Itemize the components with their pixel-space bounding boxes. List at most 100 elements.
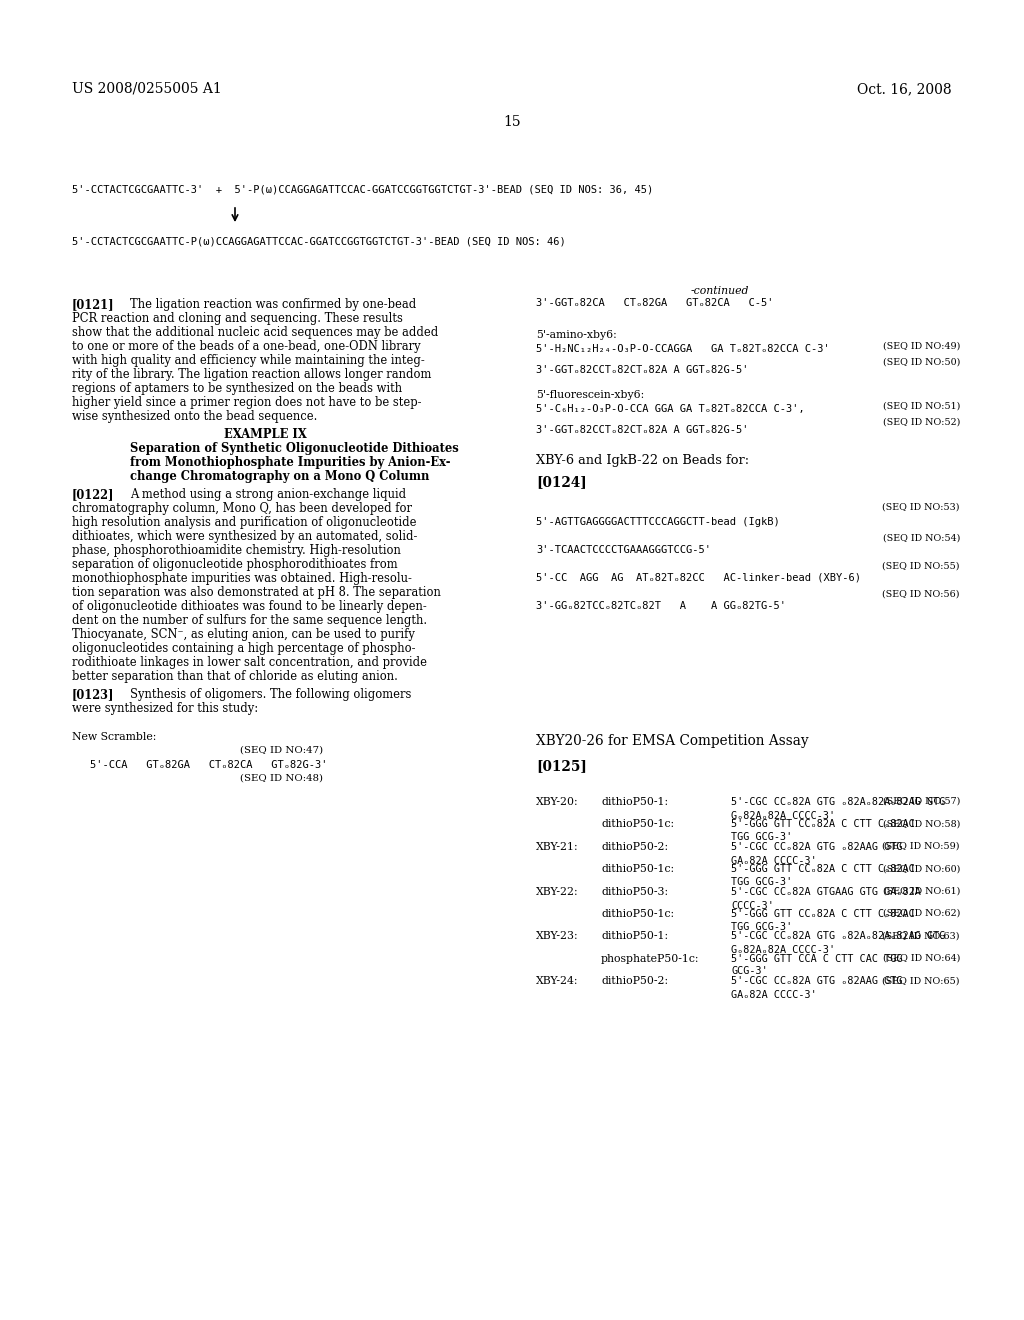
Text: 5'-CGC CCₒ82A GTG ₒ82AAG GTG: 5'-CGC CCₒ82A GTG ₒ82AAG GTG [731,977,902,986]
Text: dent on the number of sulfurs for the same sequence length.: dent on the number of sulfurs for the sa… [72,614,427,627]
Text: TGG GCG-3': TGG GCG-3' [731,921,793,932]
Text: dithioP50-1:: dithioP50-1: [601,932,668,941]
Text: [0122]: [0122] [72,488,115,502]
Text: XBY-21:: XBY-21: [536,842,579,851]
Text: Synthesis of oligomers. The following oligomers: Synthesis of oligomers. The following ol… [130,688,412,701]
Text: 5'-GGG GTT CCₒ82A C CTT Cₒ82AC: 5'-GGG GTT CCₒ82A C CTT Cₒ82AC [731,909,914,919]
Text: [0121]: [0121] [72,298,115,312]
Text: change Chromatography on a Mono Q Column: change Chromatography on a Mono Q Column [130,470,429,483]
Text: [0124]: [0124] [536,475,587,488]
Text: 5'-CGC CCₒ82A GTG ₒ82Aₒ82Aₒ82AG GTG: 5'-CGC CCₒ82A GTG ₒ82Aₒ82Aₒ82AG GTG [731,797,945,807]
Text: oligonucleotides containing a high percentage of phospho-: oligonucleotides containing a high perce… [72,642,416,655]
Text: dithioP50-1c:: dithioP50-1c: [601,820,674,829]
Text: (SEQ ID NO:48): (SEQ ID NO:48) [240,774,323,783]
Text: (SEQ ID NO:51): (SEQ ID NO:51) [883,401,961,411]
Text: Gₒ82Aₒ82A CCCC-3': Gₒ82Aₒ82A CCCC-3' [731,945,836,956]
Text: 5'-GGG GTT CCₒ82A C CTT Cₒ82AC: 5'-GGG GTT CCₒ82A C CTT Cₒ82AC [731,820,914,829]
Text: dithioP50-1c:: dithioP50-1c: [601,865,674,874]
Text: better separation than that of chloride as eluting anion.: better separation than that of chloride … [72,671,398,682]
Text: 5'-amino-xby6:: 5'-amino-xby6: [536,330,616,341]
Text: rodithioate linkages in lower salt concentration, and provide: rodithioate linkages in lower salt conce… [72,656,427,669]
Text: chromatography column, Mono Q, has been developed for: chromatography column, Mono Q, has been … [72,502,412,515]
Text: 3'-GGTₒ82CCTₒ82CTₒ82A A GGTₒ82G-5': 3'-GGTₒ82CCTₒ82CTₒ82A A GGTₒ82G-5' [536,366,749,375]
Text: rity of the library. The ligation reaction allows longer random: rity of the library. The ligation reacti… [72,368,431,381]
Text: (SEQ ID NO:58): (SEQ ID NO:58) [883,820,961,829]
Text: (SEQ ID NO:47): (SEQ ID NO:47) [240,746,324,755]
Text: 5'-CCTACTCGCGAATTC-P(ω)CCAGGAGATTCCAC-GGATCCGGTGGTCTGT-3'-BEAD (SEQ ID NOS: 46): 5'-CCTACTCGCGAATTC-P(ω)CCAGGAGATTCCAC-GG… [72,238,565,247]
Text: (SEQ ID NO:65): (SEQ ID NO:65) [883,977,961,985]
Text: Oct. 16, 2008: Oct. 16, 2008 [857,82,952,96]
Text: Thiocyanate, SCN⁻, as eluting anion, can be used to purify: Thiocyanate, SCN⁻, as eluting anion, can… [72,628,415,642]
Text: 5'-AGTTGAGGGGACTTTCCCAGGCTT-bead (IgkB): 5'-AGTTGAGGGGACTTTCCCAGGCTT-bead (IgkB) [536,517,779,527]
Text: (SEQ ID NO:63): (SEQ ID NO:63) [883,932,961,940]
Text: -continued: -continued [691,286,750,296]
Text: dithioP50-1c:: dithioP50-1c: [601,909,674,919]
Text: 3'-TCAACTCCCCTGAAAGGGTCCG-5': 3'-TCAACTCCCCTGAAAGGGTCCG-5' [536,545,711,554]
Text: 5'-GGG GTT CCA C CTT CAC TGG: 5'-GGG GTT CCA C CTT CAC TGG [731,954,902,964]
Text: show that the additional nucleic acid sequences may be added: show that the additional nucleic acid se… [72,326,438,339]
Text: of oligonucleotide dithioates was found to be linearly depen-: of oligonucleotide dithioates was found … [72,601,427,612]
Text: 5'-C₆H₁₂-O₃P-O-CCA GGA GA Tₒ82Tₒ82CCA C-3',: 5'-C₆H₁₂-O₃P-O-CCA GGA GA Tₒ82Tₒ82CCA C-… [536,404,805,414]
Text: regions of aptamers to be synthesized on the beads with: regions of aptamers to be synthesized on… [72,381,402,395]
Text: dithioP50-2:: dithioP50-2: [601,842,668,851]
Text: 5'-CGC CCₒ82A GTGAAG GTG GAₒ82A: 5'-CGC CCₒ82A GTGAAG GTG GAₒ82A [731,887,921,896]
Text: 5'-GGG GTT CCₒ82A C CTT Cₒ82AC: 5'-GGG GTT CCₒ82A C CTT Cₒ82AC [731,865,914,874]
Text: to one or more of the beads of a one-bead, one-ODN library: to one or more of the beads of a one-bea… [72,341,421,352]
Text: New Scramble:: New Scramble: [72,733,157,742]
Text: 15: 15 [503,115,521,129]
Text: phase, phosphorothioamidite chemistry. High-resolution: phase, phosphorothioamidite chemistry. H… [72,544,400,557]
Text: PCR reaction and cloning and sequencing. These results: PCR reaction and cloning and sequencing.… [72,312,402,325]
Text: XBY-6 and IgkB-22 on Beads for:: XBY-6 and IgkB-22 on Beads for: [536,454,750,467]
Text: (SEQ ID NO:53): (SEQ ID NO:53) [883,503,961,512]
Text: XBY-20:: XBY-20: [536,797,579,807]
Text: dithioates, which were synthesized by an automated, solid-: dithioates, which were synthesized by an… [72,531,418,543]
Text: US 2008/0255005 A1: US 2008/0255005 A1 [72,82,222,96]
Text: GAₒ82A CCCC-3': GAₒ82A CCCC-3' [731,990,817,1001]
Text: (SEQ ID NO:52): (SEQ ID NO:52) [883,418,961,426]
Text: wise synthesized onto the bead sequence.: wise synthesized onto the bead sequence. [72,411,317,422]
Text: from Monothiophosphate Impurities by Anion-Ex-: from Monothiophosphate Impurities by Ani… [130,455,451,469]
Text: (SEQ ID NO:59): (SEQ ID NO:59) [883,842,961,851]
Text: 3'-GGTₒ82CCTₒ82CTₒ82A A GGTₒ82G-5': 3'-GGTₒ82CCTₒ82CTₒ82A A GGTₒ82G-5' [536,425,749,436]
Text: XBY-24:: XBY-24: [536,977,579,986]
Text: EXAMPLE IX: EXAMPLE IX [223,428,306,441]
Text: dithioP50-3:: dithioP50-3: [601,887,668,896]
Text: 5'-H₂NC₁₂H₂₄-O₃P-O-CCAGGA   GA Tₒ82Tₒ82CCA C-3': 5'-H₂NC₁₂H₂₄-O₃P-O-CCAGGA GA Tₒ82Tₒ82CCA… [536,345,829,354]
Text: higher yield since a primer region does not have to be step-: higher yield since a primer region does … [72,396,422,409]
Text: Gₒ82Aₒ82A CCCC-3': Gₒ82Aₒ82A CCCC-3' [731,810,836,821]
Text: (SEQ ID NO:55): (SEQ ID NO:55) [883,562,961,570]
Text: Separation of Synthetic Oligonucleotide Dithioates: Separation of Synthetic Oligonucleotide … [130,442,459,455]
Text: (SEQ ID NO:56): (SEQ ID NO:56) [883,590,961,599]
Text: 3'-GGₒ82TCCₒ82TCₒ82T   A    A GGₒ82TG-5': 3'-GGₒ82TCCₒ82TCₒ82T A A GGₒ82TG-5' [536,601,786,611]
Text: (SEQ ID NO:62): (SEQ ID NO:62) [883,909,961,917]
Text: were synthesized for this study:: were synthesized for this study: [72,702,258,715]
Text: CCCC-3': CCCC-3' [731,900,774,911]
Text: with high quality and efficiency while maintaining the integ-: with high quality and efficiency while m… [72,354,425,367]
Text: (SEQ ID NO:60): (SEQ ID NO:60) [883,865,961,874]
Text: A method using a strong anion-exchange liquid: A method using a strong anion-exchange l… [130,488,407,502]
Text: (SEQ ID NO:50): (SEQ ID NO:50) [883,358,961,367]
Text: 5'-CCTACTCGCGAATTC-3'  +  5'-P(ω)CCAGGAGATTCCAC-GGATCCGGTGGTCTGT-3'-BEAD (SEQ ID: 5'-CCTACTCGCGAATTC-3' + 5'-P(ω)CCAGGAGAT… [72,185,653,195]
Text: GCG-3': GCG-3' [731,966,768,977]
Text: XBY-23:: XBY-23: [536,932,579,941]
Text: 5'-CGC CCₒ82A GTG ₒ82AAG GTG: 5'-CGC CCₒ82A GTG ₒ82AAG GTG [731,842,902,851]
Text: monothiophosphate impurities was obtained. High-resolu-: monothiophosphate impurities was obtaine… [72,572,412,585]
Text: (SEQ ID NO:57): (SEQ ID NO:57) [883,797,961,807]
Text: high resolution analysis and purification of oligonucleotide: high resolution analysis and purificatio… [72,516,417,529]
Text: 5'-CC  AGG  AG  ATₒ82Tₒ82CC   AC-linker-bead (XBY-6): 5'-CC AGG AG ATₒ82Tₒ82CC AC-linker-bead … [536,573,861,583]
Text: tion separation was also demonstrated at pH 8. The separation: tion separation was also demonstrated at… [72,586,441,599]
Text: The ligation reaction was confirmed by one-bead: The ligation reaction was confirmed by o… [130,298,416,312]
Text: 5'-CGC CCₒ82A GTG ₒ82Aₒ82Aₒ82AG GTG: 5'-CGC CCₒ82A GTG ₒ82Aₒ82Aₒ82AG GTG [731,932,945,941]
Text: 3'-GGTₒ82CA   CTₒ82GA   GTₒ82CA   C-5': 3'-GGTₒ82CA CTₒ82GA GTₒ82CA C-5' [536,298,773,308]
Text: [0123]: [0123] [72,688,115,701]
Text: TGG GCG-3': TGG GCG-3' [731,876,793,887]
Text: dithioP50-2:: dithioP50-2: [601,977,668,986]
Text: dithioP50-1:: dithioP50-1: [601,797,668,807]
Text: (SEQ ID NO:61): (SEQ ID NO:61) [883,887,961,895]
Text: phosphateP50-1c:: phosphateP50-1c: [601,954,699,964]
Text: XBY20-26 for EMSA Competition Assay: XBY20-26 for EMSA Competition Assay [536,734,809,748]
Text: (SEQ ID NO:54): (SEQ ID NO:54) [883,533,961,543]
Text: (SEQ ID NO:64): (SEQ ID NO:64) [883,954,961,962]
Text: 5'-fluorescein-xby6:: 5'-fluorescein-xby6: [536,389,644,400]
Text: TGG GCG-3': TGG GCG-3' [731,832,793,842]
